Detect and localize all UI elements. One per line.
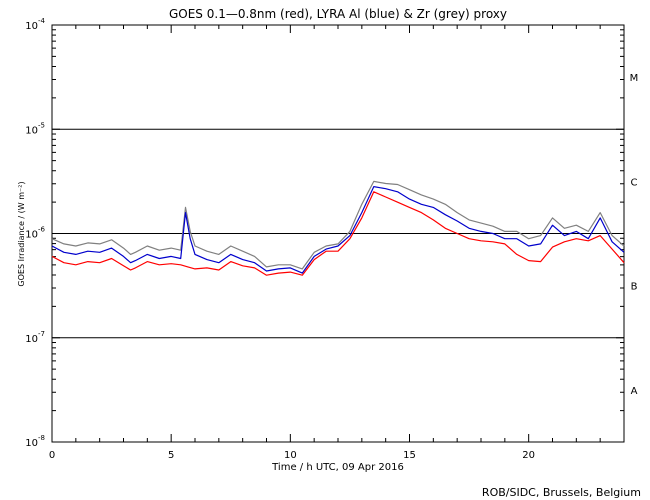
series-goes-0-1-0-8nm bbox=[51, 191, 625, 276]
flare-class-m: M bbox=[630, 73, 639, 84]
series-lyra-al-proxy bbox=[51, 186, 625, 274]
x-axis-label: Time / h UTC, 09 Apr 2016 bbox=[271, 462, 404, 473]
x-tick-label: 15 bbox=[403, 450, 416, 461]
y-tick-label: 10-7 bbox=[25, 330, 45, 345]
x-tick-label: 5 bbox=[168, 450, 174, 461]
plot-area: 0 5 10 15 20 10-4 10-5 10-6 10-7 10-8 M C B A bbox=[25, 17, 638, 461]
flare-class-b: B bbox=[631, 282, 638, 293]
flare-class-c: C bbox=[631, 177, 638, 188]
y-tick-label: 10-4 bbox=[25, 17, 45, 32]
y-tick-label: 10-6 bbox=[25, 226, 45, 241]
y-axis-label: GOES Irradiance / (W m⁻²) bbox=[17, 181, 26, 286]
flare-class-a: A bbox=[631, 386, 638, 397]
y-tick-label: 10-8 bbox=[25, 434, 45, 449]
x-tick-label: 0 bbox=[49, 450, 55, 461]
x-tick-label: 20 bbox=[522, 450, 535, 461]
y-tick-label: 10-5 bbox=[25, 121, 45, 136]
chart-title: GOES 0.1—0.8nm (red), LYRA Al (blue) & Z… bbox=[169, 7, 507, 21]
x-tick-label: 10 bbox=[284, 450, 297, 461]
credit-text: ROB/SIDC, Brussels, Belgium bbox=[482, 486, 641, 499]
series-lyra-zr-proxy bbox=[51, 180, 625, 270]
